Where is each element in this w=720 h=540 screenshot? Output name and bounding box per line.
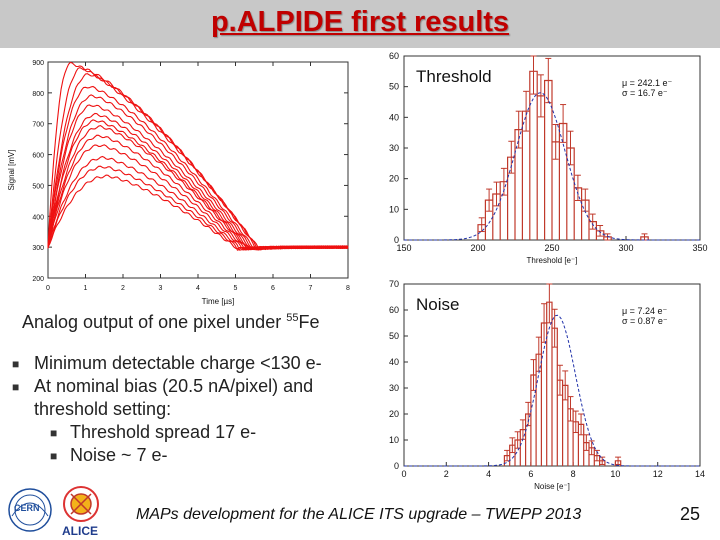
x-tick-label: 350 <box>692 243 707 253</box>
caption-superscript: 55 <box>286 312 299 324</box>
signal-trace <box>47 119 349 251</box>
stats-mean: μ = 242.1 e⁻ <box>622 78 672 88</box>
bullet-text: Minimum detectable charge <130 e- <box>34 353 322 373</box>
cern-logo-icon <box>8 488 52 532</box>
x-tick-label: 4 <box>486 469 491 479</box>
sub-bullet-item: ■ Threshold spread 17 e- <box>12 421 382 444</box>
y-tick-label: 300 <box>32 245 44 252</box>
signal-trace <box>47 112 349 251</box>
x-tick-label: 14 <box>695 469 705 479</box>
y-tick-label: 900 <box>32 60 44 67</box>
x-tick-label: 3 <box>159 285 163 292</box>
y-tick-label: 40 <box>389 357 399 367</box>
y-tick-label: 60 <box>389 51 399 61</box>
x-tick-label: 2 <box>121 285 125 292</box>
bullet-item-continuation: threshold setting: <box>12 398 382 421</box>
title-bar <box>0 0 720 48</box>
x-axis-label: Threshold [e⁻] <box>527 256 578 265</box>
signal-trace <box>47 73 349 251</box>
caption-tail: Fe <box>298 312 320 332</box>
x-tick-label: 8 <box>346 285 350 292</box>
y-tick-label: 700 <box>32 122 44 129</box>
bullet-square-icon: ■ <box>12 357 20 371</box>
slide-title: p.ALPIDE first results <box>210 6 510 38</box>
y-tick-label: 30 <box>389 383 399 393</box>
x-tick-label: 200 <box>470 243 485 253</box>
bullet-square-icon: ■ <box>50 426 58 440</box>
x-tick-label: 4 <box>196 285 200 292</box>
x-tick-label: 250 <box>544 243 559 253</box>
stats-sigma: σ = 0.87 e⁻ <box>622 316 668 326</box>
y-tick-label: 500 <box>32 183 44 190</box>
sub-bullet-item: ■ Noise ~ 7 e- <box>12 444 382 467</box>
y-tick-label: 800 <box>32 91 44 98</box>
bullet-item: ■ At nominal bias (20.5 nA/pixel) and <box>12 375 382 398</box>
cern-logo-label: CERN <box>14 503 40 513</box>
bullet-text: Noise ~ 7 e- <box>70 445 168 465</box>
y-tick-label: 30 <box>389 143 399 153</box>
y-tick-label: 60 <box>389 305 399 315</box>
page-number: 25 <box>680 504 701 524</box>
y-tick-label: 400 <box>32 214 44 221</box>
y-tick-label: 10 <box>389 204 399 214</box>
signal-trace <box>47 94 349 251</box>
alice-logo-label: ALICE <box>62 524 98 538</box>
bullet-text: At nominal bias (20.5 nA/pixel) and <box>34 376 314 396</box>
histogram-bars <box>503 301 622 466</box>
signal-trace <box>47 61 349 251</box>
bullet-list: ■ Minimum detectable charge <130 e- ■ At n… <box>12 352 382 467</box>
stats-sigma: σ = 16.7 e⁻ <box>622 88 668 98</box>
x-tick-label: 8 <box>571 469 576 479</box>
gaussian-fit-line <box>404 92 700 241</box>
x-tick-label: 10 <box>610 469 620 479</box>
y-tick-label: 40 <box>389 112 399 122</box>
x-tick-label: 6 <box>271 285 275 292</box>
signal-trace <box>47 104 349 251</box>
signal-trace <box>47 174 349 251</box>
y-tick-label: 20 <box>389 174 399 184</box>
x-axis-label: Noise [e⁻] <box>534 482 570 491</box>
x-tick-label: 150 <box>396 243 411 253</box>
histogram-title: Threshold <box>416 67 492 86</box>
y-tick-label: 50 <box>389 331 399 341</box>
alice-logo-icon <box>63 486 99 522</box>
footer-text: MAPs development for the ALICE ITS upgra… <box>136 506 582 523</box>
x-tick-label: 7 <box>309 285 313 292</box>
y-axis-label: Signal [mV] <box>7 150 16 191</box>
y-tick-label: 70 <box>389 279 399 289</box>
bullet-item: ■ Minimum detectable charge <130 e- <box>12 352 382 375</box>
x-tick-label: 1 <box>84 285 88 292</box>
x-tick-label: 0 <box>46 285 50 292</box>
x-tick-label: 0 <box>401 469 406 479</box>
y-tick-label: 10 <box>389 435 399 445</box>
threshold-histogram: 150 200 250 300 350 0 10 20 30 40 50 60 Threshold [e… <box>389 51 708 265</box>
y-tick-label: 200 <box>32 276 44 283</box>
bullet-text: Threshold spread 17 e- <box>70 422 257 442</box>
signal-trace <box>47 155 349 251</box>
signal-trace <box>47 134 349 251</box>
bullet-text: threshold setting: <box>34 399 172 419</box>
histogram-title: Noise <box>416 295 459 314</box>
y-tick-label: 0 <box>394 235 399 245</box>
x-tick-label: 6 <box>528 469 533 479</box>
x-tick-label: 300 <box>618 243 633 253</box>
signal-plot-caption: Analog output of one pixel under 55Fe <box>22 312 319 333</box>
caption-text: Analog output of one pixel under <box>22 312 287 332</box>
bullet-square-icon: ■ <box>50 449 58 463</box>
x-tick-label: 2 <box>444 469 449 479</box>
bullet-square-icon: ■ <box>12 380 20 394</box>
stats-mean: μ = 7.24 e⁻ <box>622 306 667 316</box>
signal-trace <box>47 85 349 251</box>
signal-waveform-plot: 0 1 2 3 4 5 6 7 8 200 300 400 500 600 700 800 900 Time [µ… <box>7 60 350 306</box>
x-axis-label: Time [µs] <box>202 297 235 306</box>
noise-histogram: 0 2 4 6 8 10 12 14 0 10 20 30 40 50 60 70 Noise [e⁻] Nois… <box>389 279 705 491</box>
signal-trace <box>47 144 349 251</box>
x-tick-label: 12 <box>653 469 663 479</box>
x-tick-label: 5 <box>234 285 238 292</box>
y-tick-label: 50 <box>389 82 399 92</box>
y-tick-label: 600 <box>32 153 44 160</box>
y-tick-label: 20 <box>389 409 399 419</box>
y-tick-label: 0 <box>394 461 399 471</box>
